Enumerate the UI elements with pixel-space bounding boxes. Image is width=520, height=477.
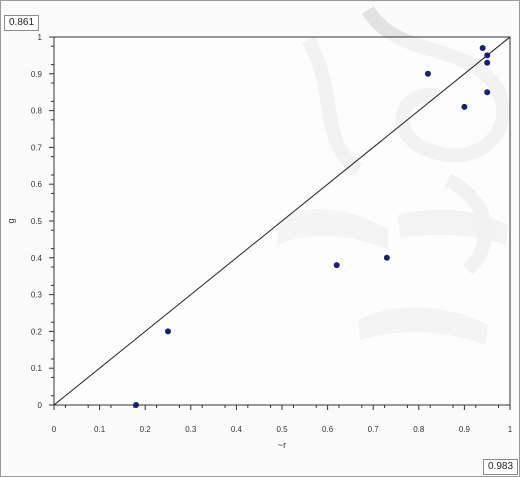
y-tick-label: 0 xyxy=(38,401,43,410)
x-tick-label: 0.4 xyxy=(231,425,243,434)
data-point xyxy=(484,89,491,96)
data-point xyxy=(165,328,171,335)
x-tick-label: 0.1 xyxy=(94,425,106,434)
reference-line xyxy=(53,36,511,406)
y-tick-label: 0.2 xyxy=(31,327,43,336)
x-tick-label: 0 xyxy=(52,425,57,434)
y-tick-label: 1 xyxy=(38,33,43,42)
data-point xyxy=(484,52,491,59)
y-tick-label: 0.7 xyxy=(31,143,43,152)
y-tick-label: 0.5 xyxy=(31,217,43,226)
y-value-readout: 0.861 xyxy=(4,15,40,31)
plot-area: 0 0.1 0.2 0.3 0.4 0.5 0.6 0.7 0.8 0.9 1 0 0.1 0.2 0.3 0… xyxy=(6,33,513,450)
y-tick-label: 0.9 xyxy=(31,70,43,79)
x-tick-label: 0.6 xyxy=(322,425,334,434)
y-tick-label: 0.8 xyxy=(31,107,43,116)
data-point xyxy=(461,103,468,110)
y-tick-label: 0.4 xyxy=(31,254,43,263)
x-axis-label: ~r xyxy=(278,440,286,450)
x-tick-label: 0.5 xyxy=(276,425,288,434)
data-point xyxy=(424,70,431,77)
data-point xyxy=(133,402,140,408)
x-tick-label: 0.3 xyxy=(185,425,197,434)
x-value-readout: 0.983 xyxy=(483,459,519,475)
data-point xyxy=(333,262,340,269)
data-point xyxy=(479,45,486,52)
y-axis-label: g xyxy=(6,218,16,223)
x-tick-label: 0.7 xyxy=(368,425,380,434)
x-tick-label: 0.2 xyxy=(140,425,152,434)
data-point xyxy=(383,254,390,261)
x-tick-label: 0.8 xyxy=(413,425,425,434)
x-tick-label: 0.9 xyxy=(459,425,471,434)
y-tick-label: 0.3 xyxy=(31,291,43,300)
y-tick-label: 0.1 xyxy=(31,364,43,373)
data-point xyxy=(484,59,491,66)
y-tick-label: 0.6 xyxy=(31,180,43,189)
x-tick-label: 1 xyxy=(508,425,513,434)
